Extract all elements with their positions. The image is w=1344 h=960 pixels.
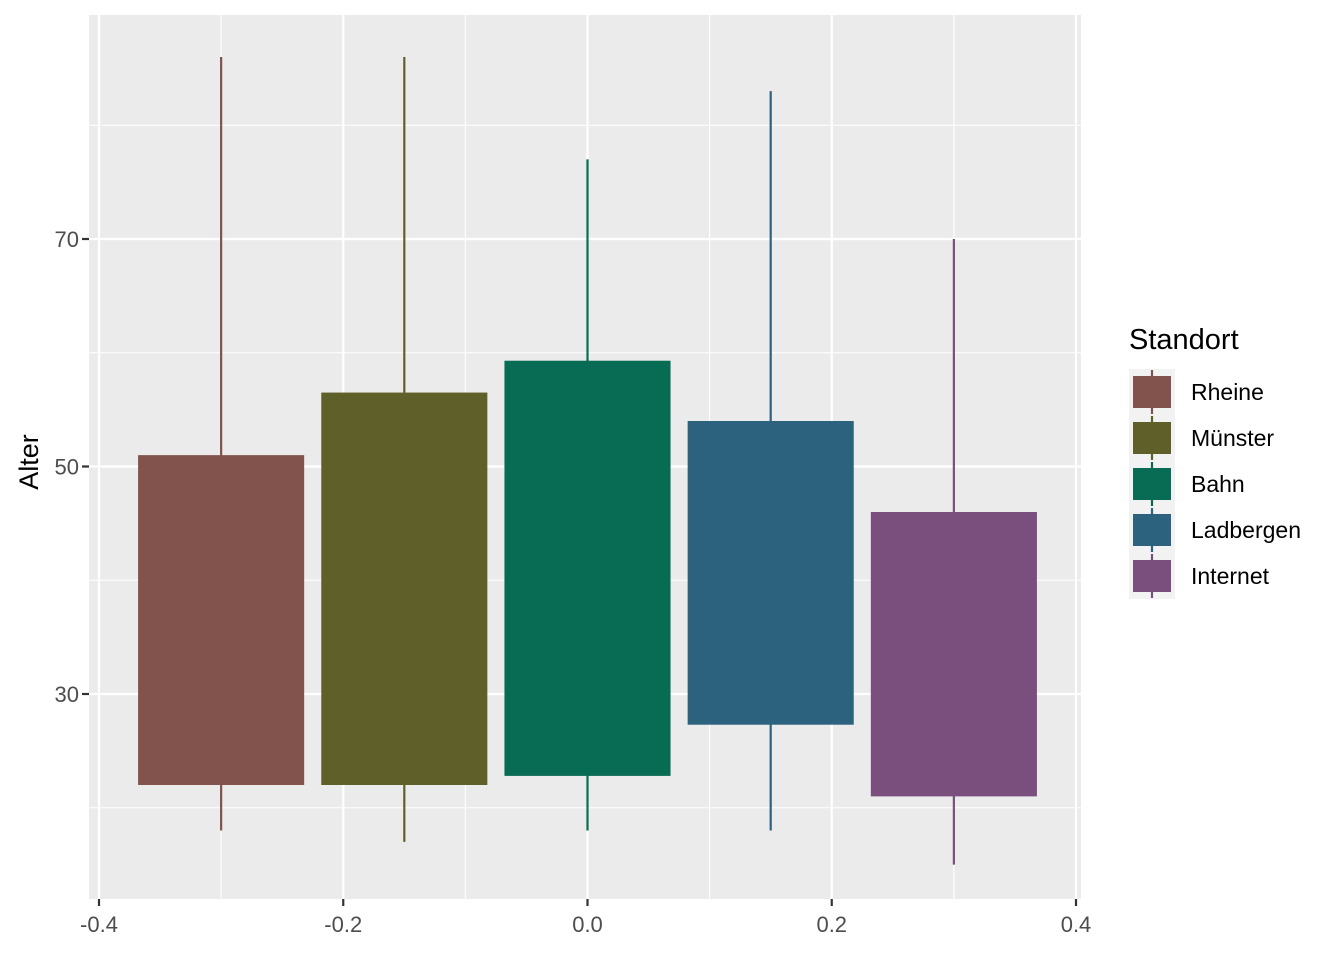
x-tick-label: -0.4 — [80, 912, 118, 937]
legend-item-bahn: Bahn — [1133, 462, 1245, 506]
x-tick-label: -0.2 — [324, 912, 362, 937]
legend-label: Internet — [1191, 563, 1270, 589]
legend-item-münster: Münster — [1133, 416, 1274, 460]
box-body — [321, 392, 488, 785]
box-ladbergen — [687, 91, 854, 831]
box-internet — [870, 239, 1037, 865]
legend: Standort Rheine Münster Bahn Ladbergen Inter… — [1129, 324, 1301, 599]
axes: 30 50 70 -0.4 -0.2 0.0 0.2 0.4 — [55, 227, 1092, 937]
y-tick-label: 70 — [55, 227, 79, 252]
box-bahn — [504, 159, 671, 831]
legend-key — [1133, 376, 1171, 408]
x-tick-label: 0.0 — [572, 912, 603, 937]
box-body — [504, 360, 671, 776]
legend-title: Standort — [1129, 324, 1239, 356]
legend-item-rheine: Rheine — [1133, 370, 1264, 414]
y-tick-label: 50 — [55, 455, 79, 480]
legend-key — [1133, 560, 1171, 592]
legend-key — [1133, 514, 1171, 546]
legend-key — [1133, 422, 1171, 454]
box-body — [687, 421, 854, 725]
boxes — [138, 57, 1037, 865]
legend-key — [1133, 468, 1171, 500]
box-body — [870, 512, 1037, 797]
y-axis-title: Alter — [14, 434, 44, 490]
legend-label: Bahn — [1191, 471, 1245, 497]
y-tick-label: 30 — [55, 682, 79, 707]
box-münster — [321, 57, 488, 842]
legend-label: Ladbergen — [1191, 517, 1301, 543]
x-tick-label: 0.4 — [1061, 912, 1092, 937]
legend-item-internet: Internet — [1133, 554, 1270, 598]
legend-label: Rheine — [1191, 379, 1264, 405]
box-rheine — [138, 57, 305, 831]
x-tick-label: 0.2 — [816, 912, 847, 937]
box-body — [138, 455, 305, 785]
legend-item-ladbergen: Ladbergen — [1133, 508, 1301, 552]
legend-label: Münster — [1191, 425, 1274, 451]
